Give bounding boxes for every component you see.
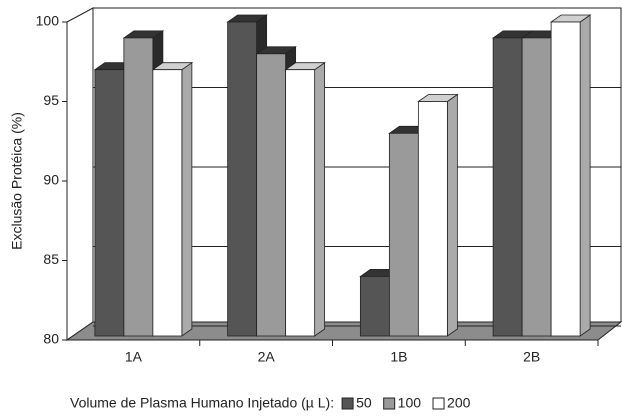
bar-side <box>314 61 326 337</box>
x-tick-label: 1B <box>390 349 407 365</box>
y-tick-label: 90 <box>43 172 59 188</box>
bar <box>285 69 316 337</box>
bar-side <box>579 14 591 337</box>
bar <box>123 37 154 337</box>
side-wall <box>66 7 94 341</box>
y-tick-label: 85 <box>43 251 59 267</box>
legend-swatch <box>432 397 445 410</box>
bar <box>227 21 258 337</box>
bar <box>492 37 523 337</box>
y-tick-label: 100 <box>36 13 60 29</box>
legend-label: 50 <box>356 395 372 411</box>
y-tick-label: 95 <box>43 92 59 108</box>
bar <box>94 69 125 337</box>
x-axis-title: Volume de Plasma Humano Injetado (µ L): <box>70 395 334 411</box>
bar <box>256 53 287 337</box>
legend-swatch <box>383 397 396 410</box>
legend-swatch <box>341 397 354 410</box>
y-tick-label: 80 <box>43 331 59 347</box>
bar <box>388 132 419 337</box>
legend-label: 100 <box>398 395 422 411</box>
bar-side <box>446 93 458 337</box>
x-tick-label: 2A <box>258 349 276 365</box>
legend-label: 200 <box>447 395 471 411</box>
bar <box>521 37 552 337</box>
bar <box>550 21 581 337</box>
y-axis-title: Exclusão Protéica (%) <box>9 112 25 250</box>
bar <box>417 101 448 337</box>
x-tick-label: 1A <box>125 349 143 365</box>
bar <box>359 275 390 337</box>
bar <box>152 69 183 337</box>
bar-side <box>181 61 193 337</box>
x-tick-label: 2B <box>523 349 540 365</box>
